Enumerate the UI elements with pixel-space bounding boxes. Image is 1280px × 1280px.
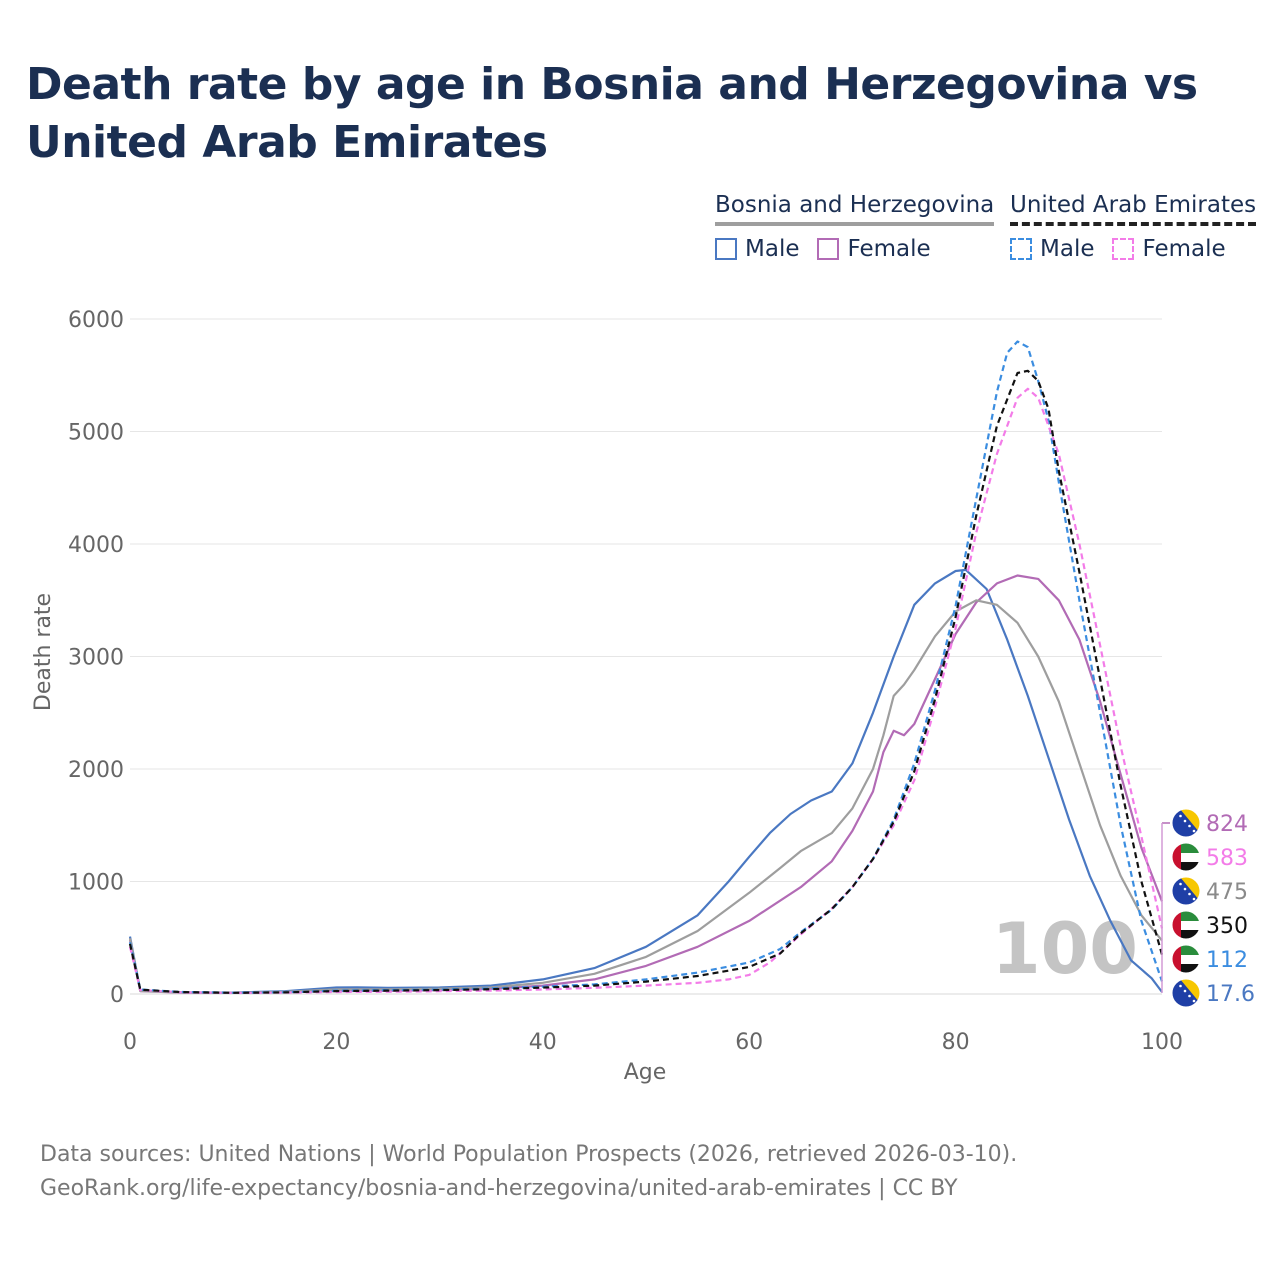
x-axis-ticks: 0 20 40 60 80 100	[123, 1030, 1183, 1055]
legend-label-bih-female: Female	[847, 236, 931, 262]
legend-item-uae-male[interactable]: Male	[1010, 236, 1094, 262]
x-tick-label: 60	[735, 1030, 763, 1055]
legend-united-arab-emirates: United Arab Emirates Male Female	[1010, 192, 1257, 262]
y-tick-label: 1000	[68, 871, 124, 896]
end-labels: 824 583 475 350 112 17.6	[1161, 808, 1255, 1008]
legend-item-bih-female[interactable]: Female	[817, 236, 931, 262]
x-axis-label: Age	[624, 1060, 667, 1085]
chart-title: Death rate by age in Bosnia and Herzegov…	[26, 59, 1198, 168]
grid-lines	[130, 318, 1162, 995]
legend-country-uae: United Arab Emirates	[1010, 192, 1257, 226]
y-tick-label: 5000	[68, 421, 124, 446]
flag-bosnia-icon	[1171, 978, 1201, 1008]
series-line-united-arab-emirates-male	[128, 340, 1164, 994]
series-line-bosnia-and-herzegovina-male	[128, 568, 1163, 994]
legend-label-uae-male: Male	[1040, 236, 1095, 262]
legend-item-uae-female[interactable]: Female	[1112, 236, 1226, 262]
legend-item-bih-male[interactable]: Male	[715, 236, 799, 262]
y-axis-ticks: 0 1000 2000 3000 4000 5000 6000	[68, 308, 124, 1008]
x-tick-label: 100	[1141, 1030, 1183, 1055]
end-value-label: 350	[1206, 914, 1248, 939]
legend-swatch-bih-female	[817, 238, 840, 260]
footer-link[interactable]: GeoRank.org/life-expectancy/bosnia-and-h…	[40, 1176, 958, 1201]
flag-uae-icon	[1171, 910, 1201, 940]
end-value-label: 17.6	[1206, 982, 1255, 1007]
y-tick-label: 6000	[68, 308, 124, 333]
y-tick-label: 4000	[68, 533, 124, 558]
y-tick-label: 2000	[68, 758, 124, 783]
x-tick-label: 40	[529, 1030, 557, 1055]
legend-swatch-uae-male	[1010, 238, 1032, 260]
end-value-label: 583	[1206, 846, 1248, 871]
flag-uae-icon	[1171, 944, 1201, 974]
y-tick-label: 3000	[68, 646, 124, 671]
legend-label-uae-female: Female	[1142, 236, 1226, 262]
footer: Data sources: United Nations | World Pop…	[40, 1138, 1017, 1206]
end-value-label: 475	[1206, 880, 1248, 905]
series-lines	[128, 340, 1164, 994]
x-tick-label: 20	[322, 1030, 350, 1055]
flag-bosnia-icon	[1171, 808, 1201, 838]
end-value-label: 824	[1206, 812, 1248, 837]
legend-bosnia-and-herzegovina: Bosnia and Herzegovina Male Female	[715, 192, 995, 262]
flag-uae-icon	[1171, 842, 1201, 872]
y-axis-label: Death rate	[31, 593, 56, 711]
footer-sources: Data sources: United Nations | World Pop…	[40, 1142, 1018, 1167]
death-rate-chart: 0 1000 2000 3000 4000 5000 6000 0 20 40 60 80 100 1…	[31, 308, 1255, 1085]
flag-bosnia-icon	[1171, 876, 1201, 906]
series-line-bosnia-and-herzegovina-total	[128, 599, 1163, 994]
series-line-united-arab-emirates-total	[128, 369, 1164, 994]
series-line-united-arab-emirates-female	[128, 387, 1164, 994]
legend-swatch-bih-male	[715, 238, 737, 260]
y-tick-label: 0	[110, 983, 124, 1008]
x-tick-label: 0	[123, 1030, 137, 1055]
end-value-label: 112	[1206, 948, 1248, 973]
legend-swatch-uae-female	[1112, 238, 1135, 260]
legend-country-bih: Bosnia and Herzegovina	[715, 192, 995, 226]
x-tick-label: 80	[942, 1030, 970, 1055]
age-annotation: 100	[992, 908, 1138, 990]
legend-label-bih-male: Male	[745, 236, 800, 262]
